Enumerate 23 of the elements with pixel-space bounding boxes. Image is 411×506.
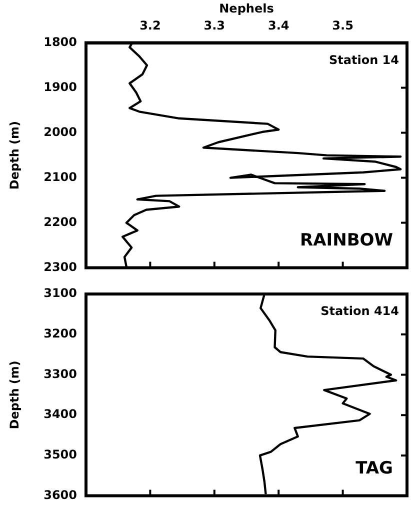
annotation: TAG xyxy=(356,458,393,479)
y-tick-label: 3100 xyxy=(44,286,77,300)
y-tick-label: 1900 xyxy=(44,80,77,94)
annotation: Station 414 xyxy=(320,304,399,318)
x-tick-label: 3.2 xyxy=(140,18,161,33)
x-tick-label: 3.4 xyxy=(268,18,290,33)
x-tick-label: 3.5 xyxy=(332,18,354,33)
y-axis-title: Depth (m) xyxy=(7,360,22,430)
y-tick-label: 3400 xyxy=(44,407,77,422)
y-axis-title: Depth (m) xyxy=(7,120,22,190)
x-tick-label: 3.3 xyxy=(204,18,226,33)
y-tick-label: 2200 xyxy=(44,214,77,229)
y-tick-label: 3300 xyxy=(44,366,77,381)
y-tick-label: 2000 xyxy=(44,124,77,139)
y-tick-label: 2100 xyxy=(44,170,77,184)
y-tick-label: 3500 xyxy=(44,448,77,462)
y-tick-label: 3200 xyxy=(44,326,77,340)
x-axis-title: Nephels xyxy=(219,1,274,16)
y-tick-label: 1800 xyxy=(44,34,77,49)
y-tick-label: 2300 xyxy=(44,260,77,274)
annotation: RAINBOW xyxy=(300,230,394,251)
annotation: Station 14 xyxy=(329,52,399,67)
y-tick-label: 3600 xyxy=(44,488,77,502)
